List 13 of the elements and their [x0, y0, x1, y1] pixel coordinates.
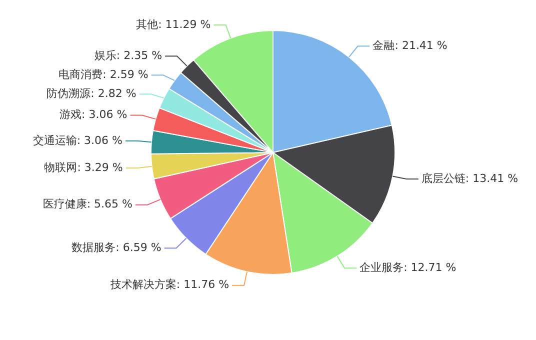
slice-label: 其他: 11.29 %	[136, 18, 211, 31]
slice-label: 企业服务: 12.71 %	[360, 261, 456, 274]
slice-label: 技术解决方案: 11.76 %	[109, 278, 230, 292]
slice-label: 底层公链: 13.41 %	[421, 172, 518, 185]
slice-label: 娱乐: 2.35 %	[94, 48, 162, 62]
slice-label: 金融: 21.41 %	[372, 38, 448, 52]
slice-label: 物联网: 3.29 %	[44, 160, 123, 174]
slice-label: 交通运输: 3.06 %	[32, 134, 122, 147]
slice-label: 数据服务: 6.59 %	[72, 240, 162, 254]
slice-label: 医疗健康: 5.65 %	[42, 198, 132, 211]
slice-label: 游戏: 3.06 %	[60, 108, 128, 122]
slice-label: 电商消费: 2.59 %	[58, 68, 148, 81]
slice-label: 防伪溯源: 2.82 %	[46, 86, 136, 100]
